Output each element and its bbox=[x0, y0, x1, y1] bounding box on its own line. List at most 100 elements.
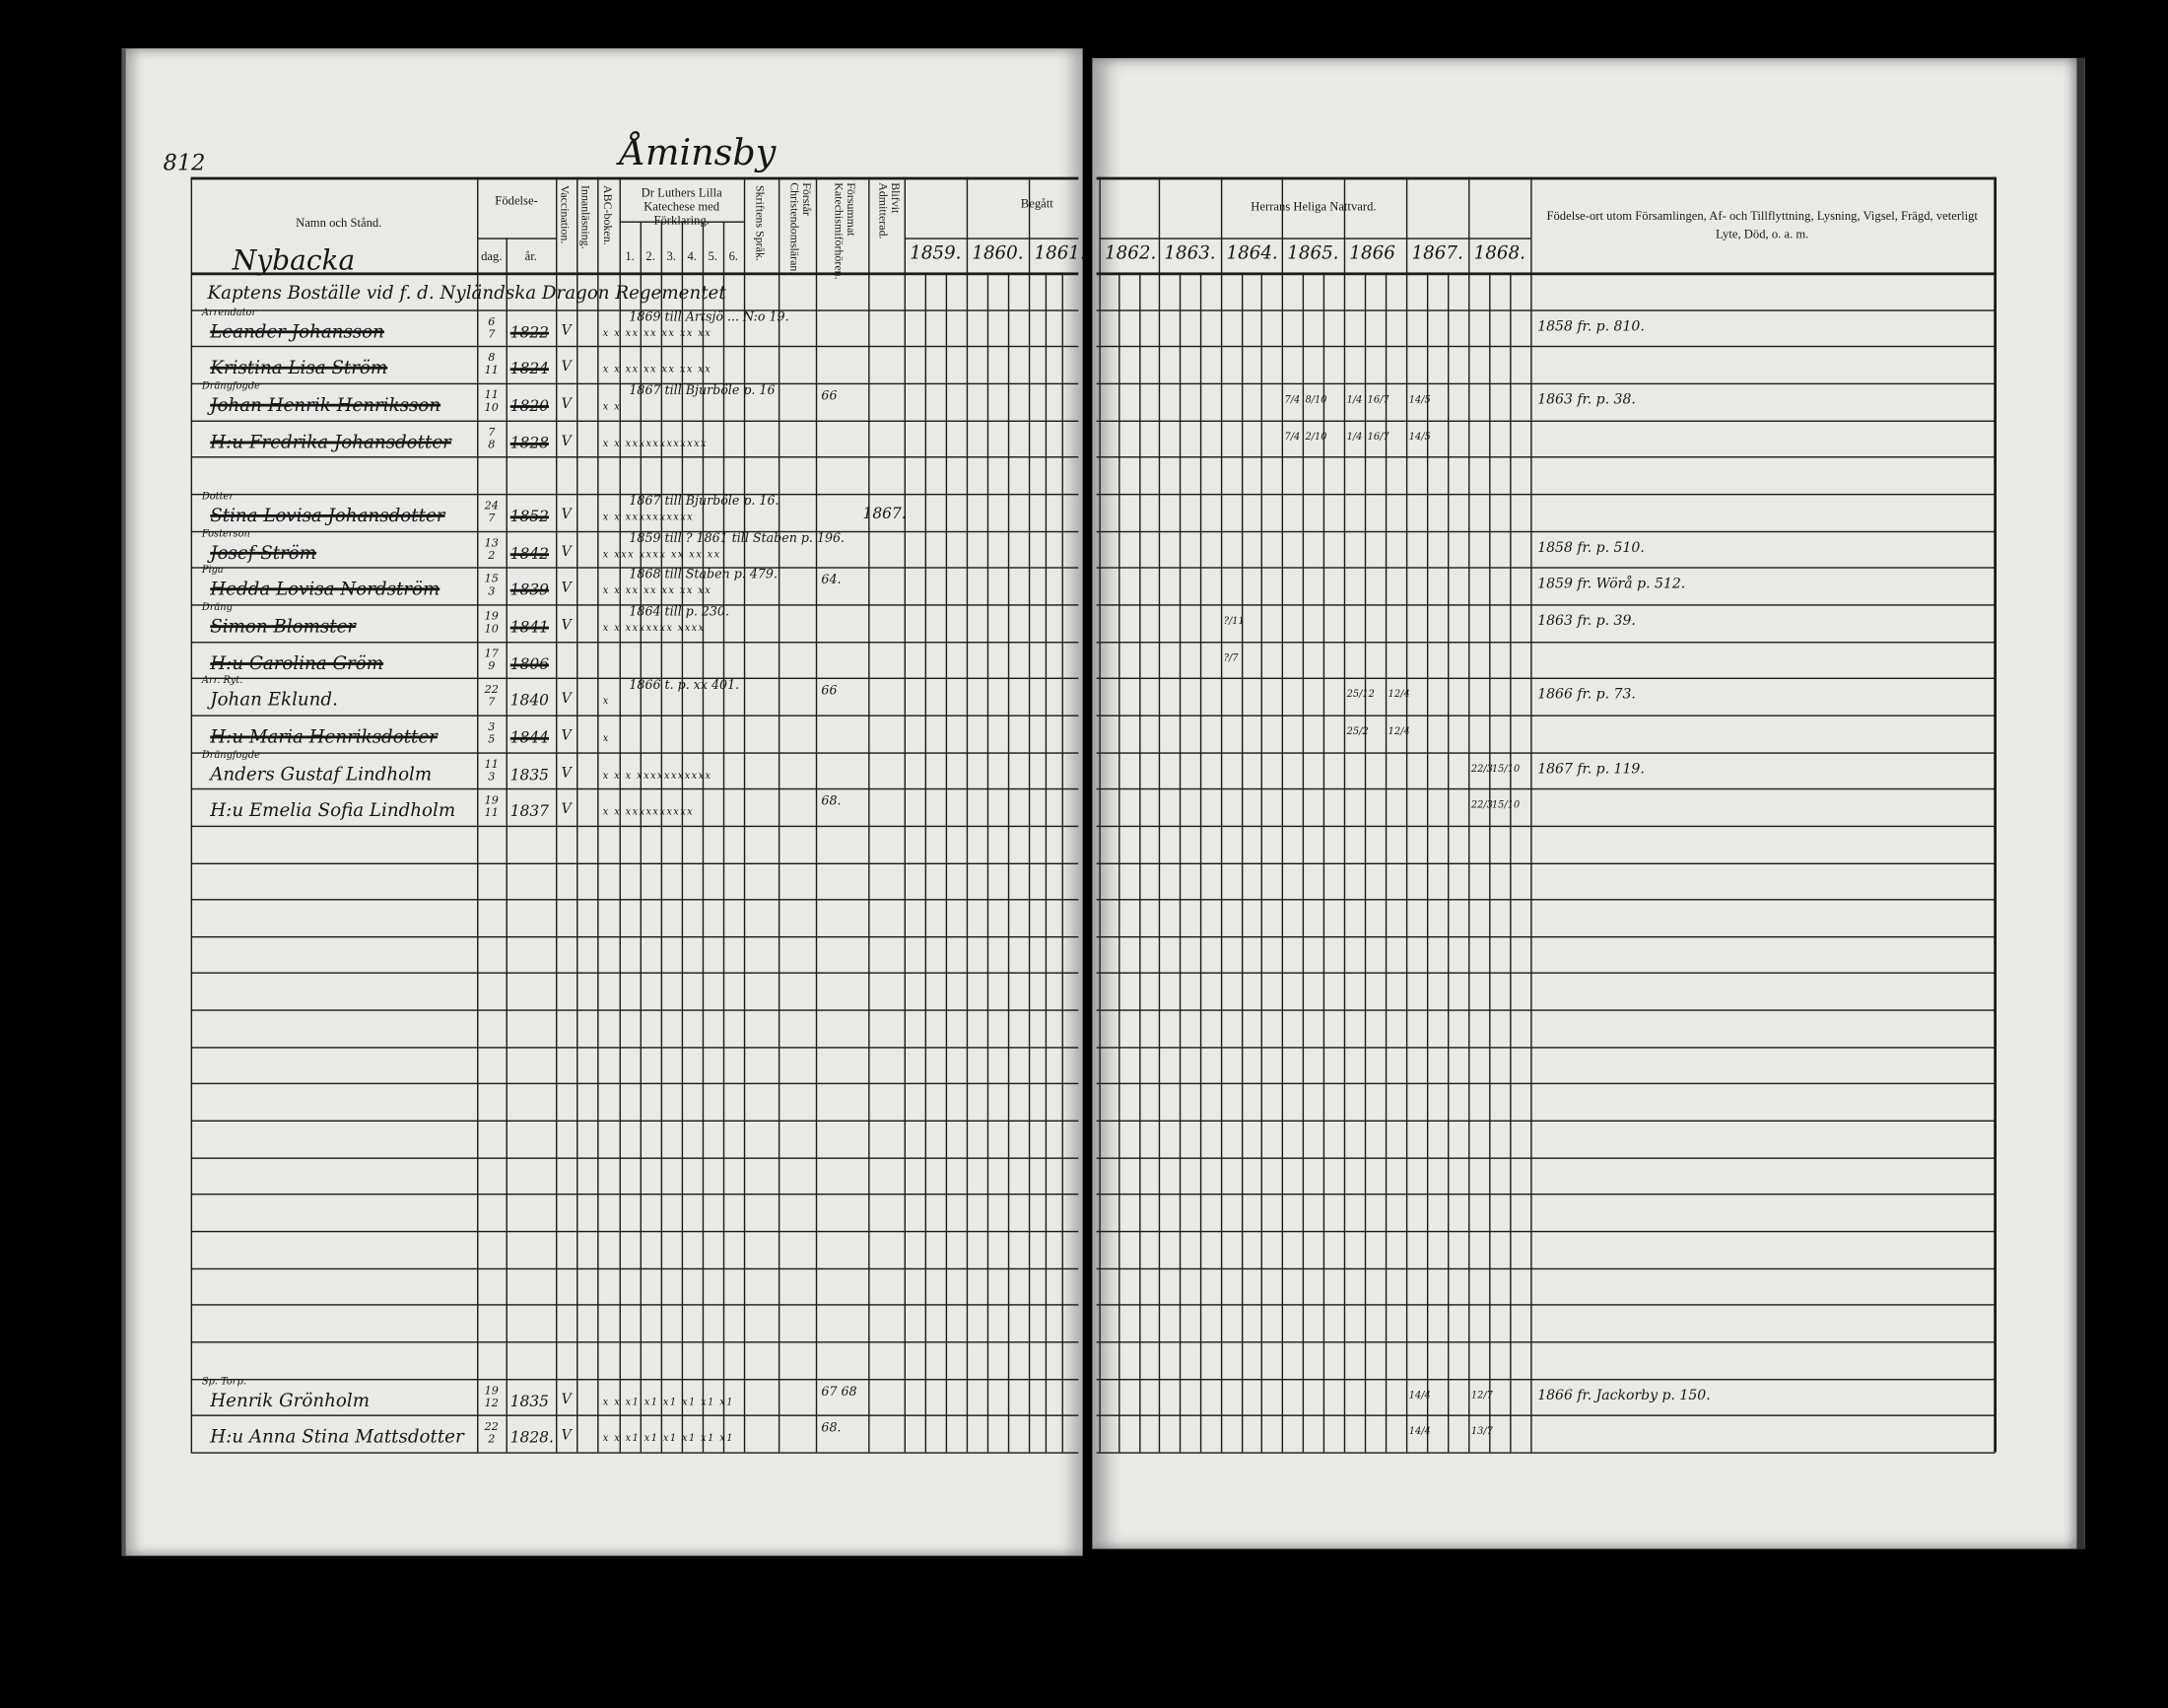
birth-month: 7 bbox=[488, 512, 496, 524]
header-communion-left: Begått bbox=[1020, 196, 1053, 211]
birth-day: 11 bbox=[484, 757, 499, 770]
row-rule bbox=[1096, 973, 1996, 975]
header-year: år. bbox=[524, 248, 537, 263]
header-day: dag. bbox=[481, 248, 503, 263]
communion-date: 16/7 bbox=[1367, 431, 1389, 443]
vaccination-mark: V bbox=[561, 728, 572, 744]
birth-day: 11 bbox=[484, 388, 499, 401]
column-rule bbox=[556, 176, 558, 1453]
column-rule bbox=[1099, 176, 1102, 1453]
birth-day: 13 bbox=[484, 535, 499, 549]
birth-month: 5 bbox=[488, 732, 496, 746]
column-rule bbox=[1530, 176, 1533, 1453]
row-rule bbox=[1096, 861, 1996, 864]
remark-text: 1859 fr. Wörå p. 512. bbox=[1537, 577, 1686, 592]
communion-date: 7/4 bbox=[1284, 431, 1301, 443]
catechism-col-label: 2. bbox=[645, 248, 655, 263]
year-label: 1862. bbox=[1105, 242, 1157, 265]
column-rule bbox=[1158, 176, 1161, 1453]
birth-month: 11 bbox=[484, 806, 499, 819]
row-rule bbox=[1096, 308, 1996, 311]
communion-date: 1/4 bbox=[1346, 431, 1363, 443]
column-rule bbox=[702, 221, 705, 1453]
birth-day-month: 13 2 bbox=[480, 536, 504, 561]
entry-name: H:u Emelia Sofia Lindholm bbox=[210, 800, 456, 822]
row-rule bbox=[190, 899, 1079, 901]
birth-day-month: 17 9 bbox=[480, 647, 504, 671]
year-label: 1859. bbox=[910, 242, 962, 265]
row-rule bbox=[190, 788, 1079, 790]
birth-month: 2 bbox=[488, 1433, 496, 1446]
row-rule bbox=[1096, 899, 1996, 901]
birth-month: 7 bbox=[488, 327, 496, 340]
row-rule bbox=[190, 456, 1079, 458]
left-page bbox=[121, 48, 1083, 1556]
vaccination-mark: V bbox=[561, 544, 572, 560]
row-rule bbox=[190, 346, 1079, 348]
communion-date: 16/7 bbox=[1367, 393, 1389, 406]
header-rule bbox=[904, 238, 1079, 239]
row-rule bbox=[190, 861, 1079, 864]
communion-date: 22/3 bbox=[1470, 799, 1493, 811]
birth-day: 7 bbox=[488, 425, 496, 439]
birth-year: 1824 bbox=[509, 360, 550, 378]
year-label: 1865. bbox=[1287, 242, 1339, 265]
entry-name: Kristina Lisa Ström bbox=[210, 358, 388, 379]
entry-title: Piga bbox=[201, 564, 224, 577]
remark-text: 1858 fr. p. 510. bbox=[1537, 540, 1645, 556]
admitted-mark: 1867. bbox=[862, 505, 907, 523]
column-rule bbox=[190, 176, 193, 1453]
communion-date: 7/4 bbox=[1284, 393, 1301, 406]
row-rule bbox=[1096, 1304, 1996, 1307]
row-rule bbox=[1096, 530, 1996, 532]
birth-day: 22 bbox=[484, 683, 499, 697]
birth-day: 17 bbox=[484, 647, 499, 659]
birth-day: 24 bbox=[484, 499, 499, 512]
communion-date: 22/3 bbox=[1470, 762, 1493, 775]
birth-month: 10 bbox=[484, 622, 499, 635]
column-rule bbox=[506, 238, 508, 1453]
reading-marks: x x xx xx xx xx xx bbox=[602, 364, 712, 376]
birth-month: 11 bbox=[484, 364, 499, 377]
row-rule bbox=[1096, 567, 1996, 570]
table-top-rule bbox=[1096, 176, 1996, 179]
move-note: 1867 till Bjurböle p. 16. bbox=[629, 495, 779, 510]
birth-year: 1844 bbox=[509, 728, 550, 747]
page-number: 812 bbox=[163, 149, 206, 176]
entry-title: Arrendator bbox=[201, 307, 257, 318]
missed-mark: 64. bbox=[821, 574, 842, 588]
entry-title: Dräng bbox=[201, 601, 233, 613]
entry-title: Drängfogde bbox=[201, 748, 260, 761]
birth-day: 15 bbox=[484, 573, 499, 585]
missed-mark: 67 68 bbox=[821, 1385, 857, 1400]
row-rule bbox=[190, 1157, 1079, 1159]
catechism-col-label: 5. bbox=[708, 248, 718, 263]
birth-month: 8 bbox=[488, 438, 496, 450]
remark-text: 1863 fr. p. 38. bbox=[1537, 392, 1636, 408]
birth-day: 8 bbox=[488, 351, 496, 365]
missed-mark: 68. bbox=[821, 795, 842, 810]
column-rule bbox=[640, 221, 643, 1453]
row-rule bbox=[1096, 1046, 1996, 1049]
year-label: 1864. bbox=[1226, 242, 1278, 265]
entry-name: Hedda Lovisa Nordström bbox=[210, 580, 440, 601]
birth-day-month: 11 3 bbox=[480, 757, 504, 782]
birth-month: 7 bbox=[488, 696, 496, 709]
year-label: 1863. bbox=[1164, 242, 1216, 265]
column-rule bbox=[1220, 176, 1223, 1453]
reading-marks: x x xx xx xx xx xx bbox=[602, 584, 712, 597]
catechism-col-label: 4. bbox=[687, 248, 697, 263]
row-rule bbox=[190, 604, 1079, 606]
reading-marks: x bbox=[602, 732, 610, 744]
vaccination-mark: V bbox=[561, 765, 572, 782]
entry-name: Leander Johansson bbox=[210, 321, 384, 343]
remark-text: 1858 fr. p. 810. bbox=[1537, 318, 1645, 335]
reading-marks: x x x1 x1 x1 x1 x1 x1 bbox=[602, 1433, 734, 1445]
birth-day-month: 19 12 bbox=[480, 1384, 504, 1408]
row-rule bbox=[190, 641, 1079, 643]
row-rule bbox=[190, 715, 1079, 717]
catechism-col-label: 1. bbox=[625, 248, 635, 263]
birth-day-month: 19 10 bbox=[480, 610, 504, 635]
remark-text: 1866 fr. Jackorby p. 150. bbox=[1537, 1388, 1711, 1403]
